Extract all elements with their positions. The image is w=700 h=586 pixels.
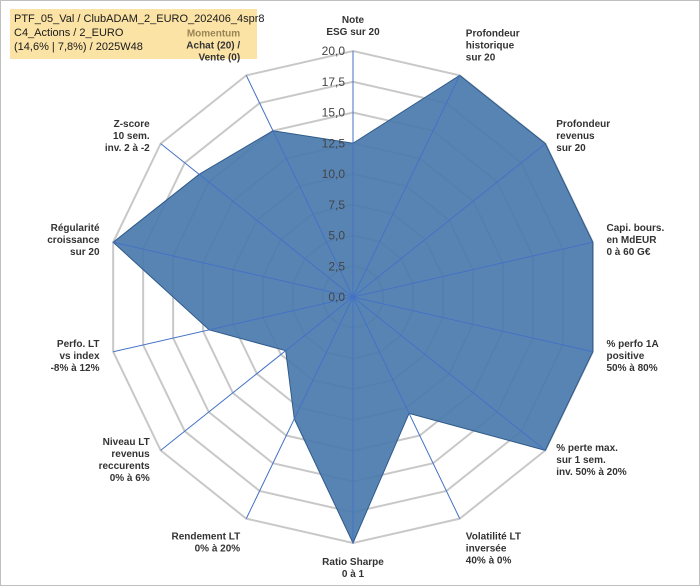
title-line-2: C4_Actions / 2_EURO: [14, 27, 124, 39]
spoke-11: [113, 241, 354, 298]
axis-label-8: Rendement LT 0% à 20%: [171, 531, 240, 554]
tick-label: 20,0: [322, 44, 346, 58]
title-line-1: PTF_05_Val / ClubADAM_2_EURO_202406_4spr…: [14, 13, 265, 25]
axis-label-11: Régularité croissance sur 20: [47, 223, 100, 258]
axis-label-6: Volatilité LT inversée 40% à 0%: [466, 531, 521, 566]
spoke-12: [160, 143, 354, 298]
tick-label: 2,5: [328, 259, 345, 273]
tick-label: 15,0: [322, 106, 346, 120]
axis-label-0: Note ESG sur 20: [326, 15, 380, 38]
radar-tick-labels: 0,0 2,5 5,0 7,5 10,0 12,5 15,0 17,5 20,0: [322, 44, 346, 304]
axis-label-9: Niveau LT revenus reccurents 0% à 6%: [99, 437, 151, 484]
spoke-4: [352, 296, 593, 353]
spoke-2: [352, 143, 546, 298]
spoke-10: [113, 296, 354, 353]
axis-label-4: % perfo 1A positive 50% à 80%: [606, 339, 658, 374]
axis-label-3: Capi. bours. en MdEUR 0 à 60 G€: [606, 223, 664, 258]
spoke-9: [160, 296, 354, 451]
axis-label-5: % perte max. sur 1 sem. inv. 50% à 20%: [556, 443, 627, 478]
radar-spokes: [113, 51, 593, 543]
spoke-5: [352, 296, 546, 451]
tick-label: 0,0: [328, 290, 345, 304]
axis-label-2: Profondeur revenus sur 20: [556, 119, 610, 154]
tick-label: 12,5: [322, 136, 346, 150]
radar-axis-labels: Note ESG sur 20 Profondeur historique sur 20…: [47, 15, 664, 580]
axis-label-10: Perfo. LT vs index -8% à 12%: [51, 339, 100, 374]
spoke-13: [245, 75, 354, 298]
axis-label-12: Z-score 10 sem. inv. 2 à -2: [105, 119, 150, 154]
tick-label: 5,0: [328, 229, 345, 243]
axis-label-13: Momentum Achat (20) / Vente (0): [186, 29, 240, 64]
tick-label: 7,5: [328, 198, 345, 212]
axis-label-1: Profondeur historique sur 20: [466, 29, 520, 64]
chart-title-box: PTF_05_Val / ClubADAM_2_EURO_202406_4spr…: [10, 9, 265, 59]
spoke-6: [352, 296, 461, 519]
axis-label-7: Ratio Sharpe 0 à 1: [322, 557, 384, 580]
title-line-3: (14,6% | 7,8%) / 2025W48: [14, 41, 143, 53]
spoke-1: [352, 75, 461, 298]
spoke-3: [352, 241, 593, 298]
tick-label: 10,0: [322, 167, 346, 181]
spoke-8: [245, 296, 354, 519]
tick-label: 17,5: [322, 75, 346, 89]
